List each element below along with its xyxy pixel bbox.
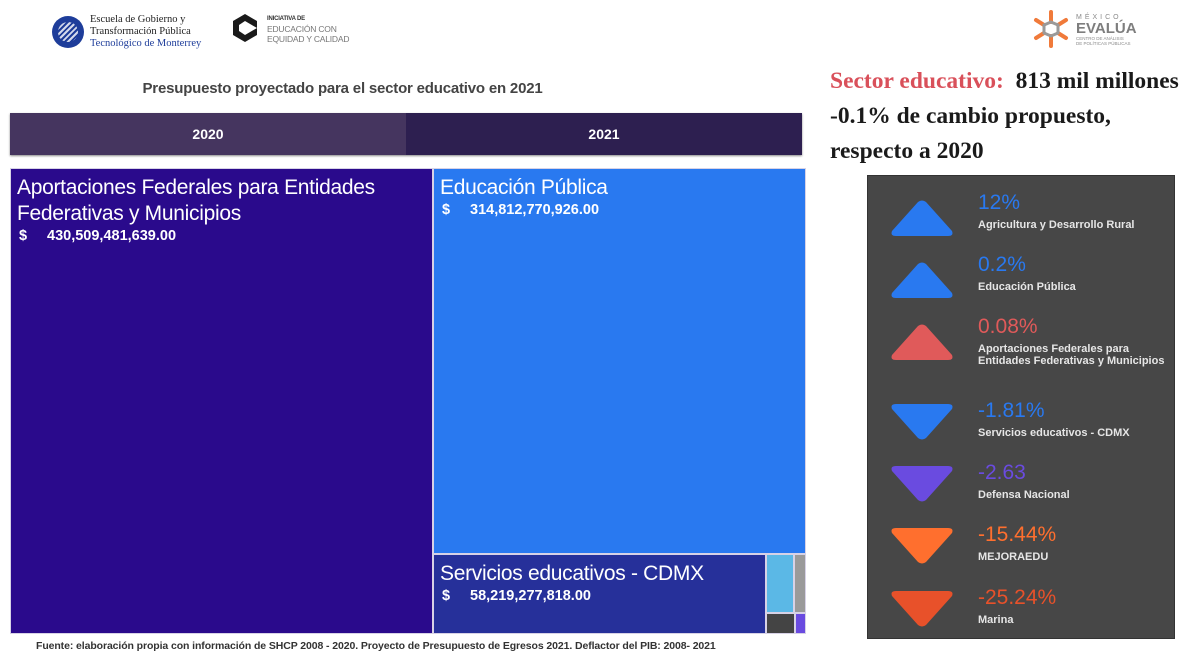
- triangle-down-icon: [891, 404, 953, 440]
- chart-title: Presupuesto proyectado para el sector ed…: [142, 80, 543, 97]
- kpi-label: Aportaciones Federales para Entidades Fe…: [978, 343, 1165, 367]
- headline-line-3: respecto a 2020: [830, 138, 984, 164]
- triangle-down-icon: [891, 591, 953, 627]
- kpi-value: -15.44%: [978, 523, 1057, 546]
- treemap-cell-label: Servicios educativos - CDMX: [440, 562, 704, 585]
- treemap-chart: Aportaciones Federales para Entidades Fe…: [10, 168, 806, 634]
- triangle-down-icon: [891, 466, 953, 502]
- source-footnote: Fuente: elaboración propia con informaci…: [36, 640, 716, 652]
- kpi-panel: 12% Agricultura y Desarrollo Rural 0.2% Edu…: [867, 175, 1175, 639]
- me-line-1: MÉXICO: [1076, 14, 1122, 21]
- eec-line-3: EQUIDAD Y CALIDAD: [267, 34, 350, 44]
- currency-symbol: $: [442, 202, 451, 218]
- triangle-down-icon: [891, 528, 953, 564]
- triangle-up-icon: [891, 262, 953, 298]
- headline: Sector educativo: 813 mil millones -0.1%…: [830, 64, 1200, 169]
- kpi-value: -2.63: [978, 461, 1026, 484]
- eec-logo: INICIATIVA DE EDUCACIÓN CON EQUIDAD Y CA…: [229, 12, 369, 48]
- eec-logo-text: INICIATIVA DE EDUCACIÓN CON EQUIDAD Y CA…: [267, 14, 349, 44]
- kpi-value: 0.2%: [978, 253, 1026, 276]
- eec-emblem-icon: [233, 14, 257, 42]
- treemap-cell[interactable]: [795, 613, 806, 634]
- treemap-cell[interactable]: Educación Pública $314,812,770,926.00: [433, 168, 806, 554]
- year-tabs: 2020 2021: [10, 113, 802, 155]
- triangle-up-icon: [891, 324, 953, 360]
- treemap-cell[interactable]: [766, 554, 794, 613]
- mexico-evalua-star-icon: [1034, 10, 1068, 48]
- kpi-label: MEJORAEDU: [978, 551, 1049, 563]
- kpi-value: 0.08%: [978, 315, 1038, 338]
- kpi-value: 12%: [978, 191, 1021, 214]
- tec-logo-text: Escuela de Gobierno y Transformación Púb…: [90, 14, 201, 50]
- treemap-cell-value: $314,812,770,926.00: [442, 202, 599, 218]
- treemap-cell[interactable]: Aportaciones Federales para Entidades Fe…: [10, 168, 433, 634]
- mexico-evalua-logo: MÉXICO EVALÚA CENTRO DE ANÁLISIS DE POLÍ…: [1030, 6, 1140, 56]
- kpi-label: Agricultura y Desarrollo Rural: [978, 219, 1135, 231]
- treemap-cell-value: $430,509,481,639.00: [19, 228, 176, 244]
- headline-label: Sector educativo:: [830, 68, 1004, 94]
- triangle-up-icon: [891, 200, 953, 236]
- amount-value: 314,812,770,926.00: [470, 202, 600, 218]
- amount-value: 58,219,277,818.00: [470, 588, 591, 604]
- kpi-label: Marina: [978, 614, 1014, 626]
- treemap-cell[interactable]: Servicios educativos - CDMX $58,219,277,8…: [433, 554, 766, 634]
- me-line-2: EVALÚA: [1076, 20, 1137, 37]
- treemap-cell-value: $58,219,277,818.00: [442, 588, 591, 604]
- headline-line-1: Sector educativo: 813 mil millones: [830, 64, 1200, 99]
- treemap-cell[interactable]: [766, 613, 795, 634]
- eec-line-1: INICIATIVA DE: [267, 16, 305, 22]
- tec-monterrey-logo: Escuela de Gobierno y Transformación Púb…: [52, 14, 212, 50]
- headline-line-2: -0.1% de cambio propuesto,: [830, 103, 1111, 129]
- currency-symbol: $: [442, 588, 451, 604]
- me-line-3: CENTRO DE ANÁLISIS: [1076, 36, 1124, 41]
- kpi-value: -1.81%: [978, 399, 1045, 422]
- tec-line-3: Tecnológico de Monterrey: [90, 38, 202, 49]
- tec-emblem-icon: [52, 16, 84, 48]
- tec-line-1: Escuela de Gobierno y: [90, 14, 186, 25]
- kpi-value: -25.24%: [978, 586, 1057, 609]
- tab-2021[interactable]: 2021: [588, 126, 620, 142]
- kpi-label: Servicios educativos - CDMX: [978, 427, 1130, 439]
- mexico-evalua-text: MÉXICO EVALÚA CENTRO DE ANÁLISIS DE POLÍ…: [1076, 14, 1137, 46]
- treemap-cell[interactable]: [794, 554, 806, 613]
- headline-amount: 813 mil millones: [1015, 68, 1179, 94]
- tab-2020[interactable]: 2020: [10, 113, 406, 155]
- kpi-label: Educación Pública: [978, 281, 1076, 293]
- treemap-cell-label: Educación Pública: [440, 176, 608, 199]
- kpi-label: Defensa Nacional: [978, 489, 1070, 501]
- me-line-4: DE POLÍTICAS PÚBLICAS: [1076, 41, 1131, 46]
- treemap-cell-label: Aportaciones Federales para Entidades Fe…: [17, 176, 375, 225]
- eec-line-2: EDUCACIÓN CON: [267, 24, 337, 34]
- amount-value: 430,509,481,639.00: [47, 228, 177, 244]
- tec-line-2: Transformación Pública: [90, 26, 191, 37]
- currency-symbol: $: [19, 228, 28, 244]
